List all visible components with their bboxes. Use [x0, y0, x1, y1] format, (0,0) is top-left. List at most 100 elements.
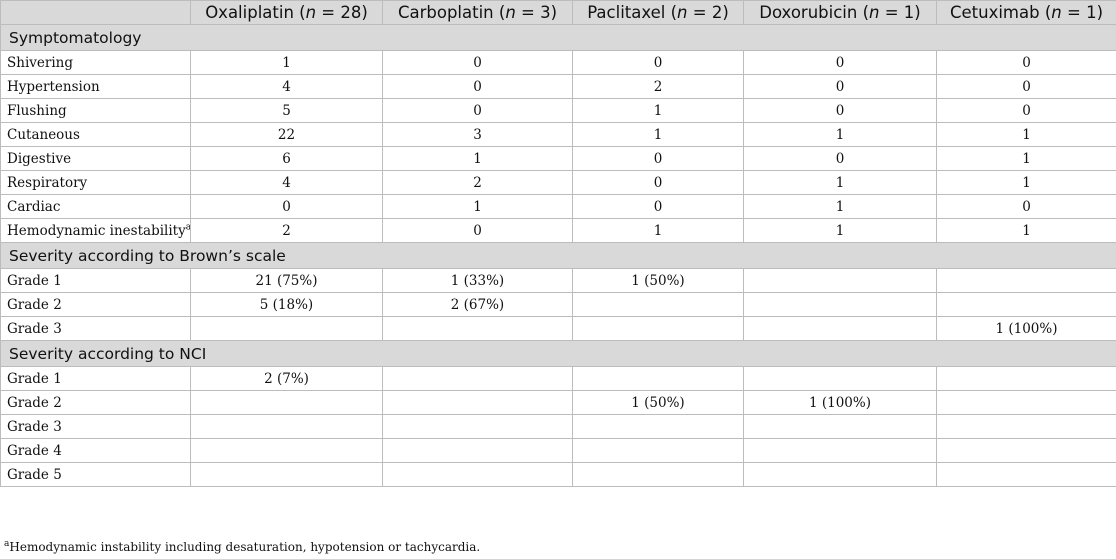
row-label: Hemodynamic inestabilitya — [0, 218, 191, 243]
table-footnote: aHemodynamic instability including desat… — [4, 539, 481, 555]
section-title: Severity according to Brown’s scale — [0, 242, 1116, 269]
table-cell: 21 (75%) — [190, 268, 383, 293]
table-cell — [936, 390, 1116, 415]
table-cell: 2 — [382, 170, 573, 195]
table-cell: 1 — [936, 146, 1116, 171]
table-cell: 1 — [743, 122, 937, 147]
table-row: Grade 4 — [0, 438, 1116, 463]
table-cell: 0 — [743, 74, 937, 99]
table-cell: 1 (100%) — [936, 316, 1116, 341]
section-title: Severity according to NCI — [0, 340, 1116, 367]
footnote-marker: a — [186, 222, 190, 232]
table-body: Symptomatology Shivering 1 0 0 0 0 Hypertension… — [0, 24, 1116, 487]
table-cell — [743, 268, 937, 293]
table-cell: 22 — [190, 122, 383, 147]
table-cell — [936, 438, 1116, 463]
row-label: Hypertension — [0, 74, 191, 99]
row-label-text: Grade 3 — [7, 418, 62, 435]
table-cell: 0 — [382, 98, 573, 123]
table-row: Respiratory 4 2 0 1 1 — [0, 170, 1116, 195]
table-cell — [190, 316, 383, 341]
table-cell: 0 — [382, 50, 573, 75]
row-label: Grade 1 — [0, 366, 191, 391]
row-label-text: Hypertension — [7, 78, 100, 95]
table-cell: 2 — [190, 218, 383, 243]
table-cell — [190, 414, 383, 439]
table-cell — [572, 292, 744, 317]
table-cell: 1 — [743, 194, 937, 219]
column-header-doxorubicin: Doxorubicin (n = 1) — [743, 0, 937, 25]
table-cell: 0 — [572, 50, 744, 75]
row-label: Grade 3 — [0, 316, 191, 341]
table-cell — [382, 316, 573, 341]
table-cell: 0 — [936, 98, 1116, 123]
row-label-text: Digestive — [7, 150, 72, 167]
table-cell: 1 — [382, 194, 573, 219]
table-cell — [743, 438, 937, 463]
row-label: Cardiac — [0, 194, 191, 219]
table-cell: 0 — [936, 74, 1116, 99]
table-row: Hypertension 4 0 2 0 0 — [0, 74, 1116, 99]
footnote-text: Hemodynamic instability including desatu… — [9, 540, 481, 554]
row-label-text: Grade 4 — [7, 442, 62, 459]
table-row: Grade 3 — [0, 414, 1116, 439]
row-label: Grade 4 — [0, 438, 191, 463]
table-cell: 0 — [572, 170, 744, 195]
row-label-text: Grade 1 — [7, 370, 62, 387]
row-label-text: Grade 3 — [7, 320, 62, 337]
row-label-text: Cardiac — [7, 198, 61, 215]
table-cell: 1 — [572, 122, 744, 147]
section-header-severity-according-to-nci: Severity according to NCI — [0, 340, 1116, 367]
row-label-text: Cutaneous — [7, 126, 80, 143]
column-header-oxaliplatin: Oxaliplatin (n = 28) — [190, 0, 383, 25]
table-cell — [743, 316, 937, 341]
row-label: Grade 2 — [0, 390, 191, 415]
table-cell — [382, 390, 573, 415]
row-label-text: Grade 1 — [7, 272, 62, 289]
table-cell: 0 — [743, 50, 937, 75]
table-cell — [382, 438, 573, 463]
table-cell — [382, 462, 573, 487]
table-cell: 5 (18%) — [190, 292, 383, 317]
table-cell — [936, 462, 1116, 487]
table-cell: 1 — [743, 170, 937, 195]
header-corner — [0, 0, 191, 25]
table-cell — [572, 462, 744, 487]
table-cell — [382, 414, 573, 439]
row-label: Shivering — [0, 50, 191, 75]
table-cell — [382, 366, 573, 391]
adverse-reactions-table: Oxaliplatin (n = 28) Carboplatin (n = 3)… — [0, 0, 1116, 487]
table-cell — [743, 292, 937, 317]
row-label-text: Grade 2 — [7, 394, 62, 411]
row-label-text: Grade 5 — [7, 466, 62, 483]
row-label: Grade 2 — [0, 292, 191, 317]
section-title: Symptomatology — [0, 24, 1116, 51]
table-cell: 1 — [936, 170, 1116, 195]
table-cell: 2 (67%) — [382, 292, 573, 317]
table-cell — [743, 462, 937, 487]
table-cell: 1 (100%) — [743, 390, 937, 415]
table-row: Grade 1 21 (75%) 1 (33%) 1 (50%) — [0, 268, 1116, 293]
table-cell: 2 (7%) — [190, 366, 383, 391]
row-label-text: Flushing — [7, 102, 67, 119]
row-label: Grade 3 — [0, 414, 191, 439]
table-row: Flushing 5 0 1 0 0 — [0, 98, 1116, 123]
table-cell — [572, 438, 744, 463]
row-label: Grade 5 — [0, 462, 191, 487]
column-header-cetuximab: Cetuximab (n = 1) — [936, 0, 1116, 25]
table-cell: 6 — [190, 146, 383, 171]
table-cell: 1 — [572, 218, 744, 243]
table-row: Grade 3 1 (100%) — [0, 316, 1116, 341]
table-row: Grade 1 2 (7%) — [0, 366, 1116, 391]
table-row: Hemodynamic inestabilitya20111 — [0, 218, 1116, 243]
row-label: Grade 1 — [0, 268, 191, 293]
table-cell — [743, 414, 937, 439]
table-cell: 0 — [382, 74, 573, 99]
table-cell — [936, 268, 1116, 293]
table-cell — [190, 438, 383, 463]
footnote-mark: a — [4, 539, 10, 549]
table-cell — [743, 366, 937, 391]
table-cell: 1 — [743, 218, 937, 243]
table-cell: 1 — [936, 122, 1116, 147]
table-cell: 1 — [382, 146, 573, 171]
